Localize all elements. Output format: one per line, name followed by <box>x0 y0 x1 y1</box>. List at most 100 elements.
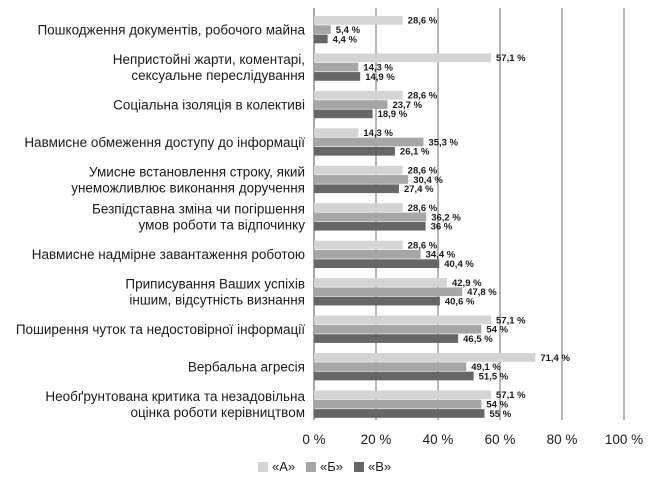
bar-value-label: 47,8 % <box>467 287 497 298</box>
category-label-line: Приписування Ваших успіхів <box>125 277 305 292</box>
category-label-line: Навмисне надмірне завантаження роботою <box>32 247 305 262</box>
bar-value-label: 49,1 % <box>471 362 501 373</box>
legend-label: «В» <box>368 459 391 474</box>
bar-value-label: 26,1 % <box>400 147 430 158</box>
bar <box>314 324 482 334</box>
bar-value-label: 14,9 % <box>365 72 395 83</box>
bar <box>314 212 427 222</box>
category-label: Пошкодження документів, робочого майна <box>37 22 305 37</box>
bar <box>314 90 403 100</box>
bar-value-label: 30,4 % <box>413 175 443 186</box>
bar-value-label: 55 % <box>490 409 512 420</box>
category-label-line: Необґрунтована критика та незадовільна <box>45 389 305 404</box>
bar-value-label: 57,1 % <box>496 390 526 401</box>
bar <box>314 137 424 147</box>
bar <box>314 278 447 287</box>
bar <box>314 25 331 34</box>
bar <box>314 53 492 63</box>
category-label: Навмисне надмірне завантаження роботою <box>32 247 305 262</box>
legend-swatch <box>258 462 268 472</box>
bar <box>314 287 463 297</box>
category-label-line: сексуальне переслідування <box>131 68 305 83</box>
legend-label: «А» <box>272 459 295 474</box>
bar <box>314 100 388 109</box>
category-labels: Пошкодження документів, робочого майна Не… <box>16 22 306 420</box>
grid-layer <box>313 8 625 420</box>
category-label-line: Соціальна ізоляція в колективі <box>113 97 305 112</box>
bar <box>314 34 328 44</box>
bar-value-label: 28,6 % <box>408 240 438 251</box>
category-label-line: Вербальна агресія <box>188 360 305 375</box>
bar <box>314 184 399 194</box>
bar-value-label: 46,5 % <box>463 334 493 345</box>
bar-value-label: 18,9 % <box>378 109 408 120</box>
category-label: Безпідставна зміна чи погіршення умов роб… <box>92 202 305 233</box>
bar-value-label: 23,7 % <box>392 100 422 111</box>
bar <box>314 203 403 212</box>
x-tick-label: 0 % <box>302 432 325 447</box>
category-label-line: Поширення чуток та недостовірної інформа… <box>16 322 305 337</box>
bar <box>314 371 474 381</box>
x-tick-label: 80 % <box>547 432 578 447</box>
legend: «А» «Б» «В» <box>258 459 391 474</box>
bar <box>314 259 440 268</box>
bar <box>314 165 403 175</box>
category-label-line: оцінка роботи керівництвом <box>130 405 305 420</box>
legend-swatch <box>306 462 316 472</box>
category-label-line: іншим, відсутність визнання <box>129 293 305 308</box>
bar-value-label: 5,4 % <box>336 25 361 36</box>
bar-value-label: 40,4 % <box>444 259 474 270</box>
category-label-line: Пошкодження документів, робочого майна <box>37 22 305 37</box>
category-label: Умисне встановлення строку, який унеможли… <box>71 164 305 195</box>
bar <box>314 109 373 119</box>
bar-value-label: 14,3 % <box>363 62 393 73</box>
bar <box>314 409 485 418</box>
bar <box>314 399 482 409</box>
legend-swatch <box>354 462 364 472</box>
bar <box>314 16 403 25</box>
category-label: Соціальна ізоляція в колективі <box>113 97 305 112</box>
bar <box>314 146 395 156</box>
bar <box>314 362 467 372</box>
bar-value-label: 35,3 % <box>428 137 458 148</box>
category-label-line: Умисне встановлення строку, який <box>89 164 305 179</box>
x-tick-label: 20 % <box>361 432 392 447</box>
bar-value-label: 51,5 % <box>479 371 509 382</box>
category-label-line: умов роботи та відпочинку <box>139 218 306 233</box>
bar-value-label: 36,2 % <box>431 212 461 223</box>
bar <box>314 353 536 362</box>
bar-value-label: 28,6 % <box>408 166 438 177</box>
category-label-line: унеможливлює виконання доручення <box>71 180 305 195</box>
bar <box>314 175 409 184</box>
bar-value-label: 71,4 % <box>540 353 570 364</box>
bar-value-label: 4,4 % <box>333 34 358 45</box>
bar <box>314 72 361 81</box>
bar <box>314 62 359 72</box>
x-axis-ticks: 0 % 20 % 40 % 60 % 80 % 100 % <box>302 432 643 447</box>
bar <box>314 390 492 400</box>
bar-value-label: 34,4 % <box>426 250 456 261</box>
bar <box>314 296 440 306</box>
bar-value-label: 57,1 % <box>496 53 526 64</box>
bar <box>314 315 492 325</box>
x-tick-label: 40 % <box>423 432 454 447</box>
category-label-line: Навмисне обмеження доступу до інформації <box>24 135 305 150</box>
bar-value-label: 54 % <box>486 325 508 336</box>
category-label: Необґрунтована критика та незадовільна оц… <box>45 389 305 420</box>
bar-value-label: 14,3 % <box>363 128 393 139</box>
bar <box>314 240 403 250</box>
bar-value-label: 36 % <box>431 222 453 233</box>
bar <box>314 250 421 259</box>
category-label: Непристойні жарти, коментарі, сексуальне … <box>113 52 305 83</box>
x-tick-label: 60 % <box>485 432 516 447</box>
bar-value-label: 57,1 % <box>496 315 526 326</box>
legend-label: «Б» <box>320 459 343 474</box>
bar-value-label: 42,9 % <box>452 278 482 289</box>
bar <box>314 334 459 343</box>
category-label-line: Непристойні жарти, коментарі, <box>113 52 305 67</box>
x-tick-label: 100 % <box>605 432 643 447</box>
bar-value-label: 28,6 % <box>408 91 438 102</box>
category-label: Навмисне обмеження доступу до інформації <box>24 135 305 150</box>
bar-value-label: 27,4 % <box>404 184 434 195</box>
